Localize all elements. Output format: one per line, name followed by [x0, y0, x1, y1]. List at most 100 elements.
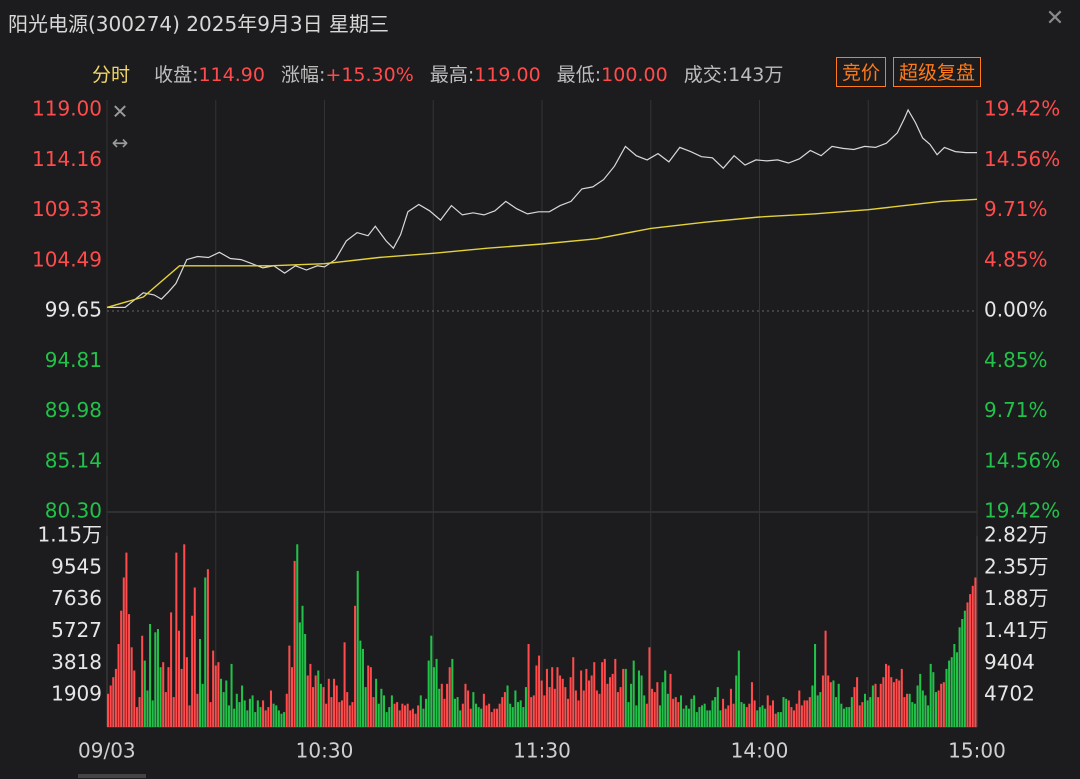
volume-bar [729, 688, 732, 727]
change-label: 涨幅: [281, 64, 326, 86]
volume-bar [146, 690, 149, 727]
volume-bar [785, 698, 788, 727]
volume-bar [714, 697, 717, 727]
volume-bar [598, 693, 601, 727]
volume-bar [803, 700, 806, 727]
volume-bar [430, 635, 433, 727]
volume-bar [698, 707, 701, 727]
volume-bar [863, 693, 867, 727]
expand-arrows-icon: ↔ [112, 131, 129, 155]
volume-bar [474, 703, 478, 727]
volume-bar [151, 700, 154, 727]
volume-bar [827, 675, 830, 727]
volume-bar [251, 695, 254, 727]
volume-bar [382, 695, 386, 727]
volume-bar [214, 665, 217, 727]
volume-bar [477, 707, 480, 727]
volume-bar [743, 703, 746, 727]
volume-bar [480, 708, 483, 727]
volume-bar [877, 697, 880, 727]
tab-intraday[interactable]: 分时 [92, 64, 131, 86]
volume-bar [248, 698, 251, 727]
volume-bar [396, 702, 399, 727]
volume-bar [761, 705, 764, 727]
volume-bar [895, 678, 898, 727]
volume-bar [974, 577, 977, 727]
volume-bar [493, 708, 496, 727]
volume-bar [175, 552, 178, 727]
volume-bar [871, 685, 874, 727]
volume-bar [693, 695, 696, 727]
volume-bar [927, 705, 930, 727]
volume-bar [903, 697, 906, 727]
volume-bar [835, 697, 838, 727]
volume-right-tick-label: 9404 [984, 650, 1035, 674]
volume-bar [609, 677, 612, 727]
volume-bar [955, 652, 958, 727]
volume-bar [616, 692, 619, 727]
volume-bar [800, 705, 803, 727]
volume-left-tick-label: 1909 [51, 682, 102, 706]
volume-bar [898, 680, 901, 727]
volume-bar [117, 644, 120, 727]
volume-right-tick-label: 2.35万 [984, 554, 1049, 578]
volume-bar [327, 678, 330, 727]
volume-bar [285, 693, 288, 727]
volume-bar [937, 690, 940, 727]
volume-bar [461, 703, 464, 727]
volume-bar [861, 702, 864, 727]
low-label: 最低: [556, 64, 602, 86]
super-review-button[interactable]: 超级复盘 [893, 57, 982, 87]
volume-bar [448, 667, 451, 727]
volume-bar [322, 687, 325, 727]
volume-bar [496, 708, 499, 727]
volume-bar [185, 657, 188, 727]
volume-bar [485, 705, 488, 727]
volume-bar [798, 690, 801, 727]
volume-bar [656, 682, 659, 727]
volume-bar [900, 668, 903, 727]
volume-bar [364, 687, 367, 727]
volume-bar [637, 670, 640, 727]
volume-bar [737, 650, 740, 727]
volume-bar [669, 673, 672, 727]
price-left-tick-label: 99.65 [45, 298, 102, 322]
volume-bar [401, 703, 404, 727]
volume-bar [653, 692, 656, 727]
volume-bar [411, 708, 414, 727]
volume-bar [766, 695, 769, 727]
close-icon[interactable]: ✕ [1045, 6, 1065, 31]
volume-bar [325, 703, 328, 727]
volume-bar [267, 707, 270, 727]
volume-bar [312, 687, 315, 727]
volume-bar [330, 697, 333, 727]
volume-bar [819, 692, 822, 727]
volume-left-tick-label: 3818 [51, 650, 102, 674]
volume-bar [256, 700, 259, 727]
auction-button[interactable]: 竞价 [836, 57, 887, 87]
volume-bar [793, 710, 796, 727]
volume-bar [782, 697, 785, 727]
volume-bar [264, 710, 267, 727]
volume-bar [961, 619, 964, 727]
volume-bar [840, 703, 843, 727]
volume-bar [164, 692, 167, 727]
volume-bar [911, 702, 914, 727]
high-label: 最高: [429, 64, 475, 86]
volume-bar [317, 670, 320, 727]
volume-bar [269, 690, 272, 727]
volume-bar [154, 632, 157, 727]
volume-bar [708, 710, 711, 727]
volume-bar [585, 668, 588, 727]
volume-bar [338, 702, 341, 727]
volume-bar [288, 645, 291, 727]
volume-bar [559, 675, 562, 727]
volume-bar [188, 705, 191, 727]
volume-bar [764, 708, 767, 727]
volume-bar [774, 713, 777, 727]
volume-bar [850, 697, 853, 727]
volume-bar [777, 712, 780, 727]
volume-bar [372, 697, 375, 727]
volume-bar [230, 663, 233, 727]
